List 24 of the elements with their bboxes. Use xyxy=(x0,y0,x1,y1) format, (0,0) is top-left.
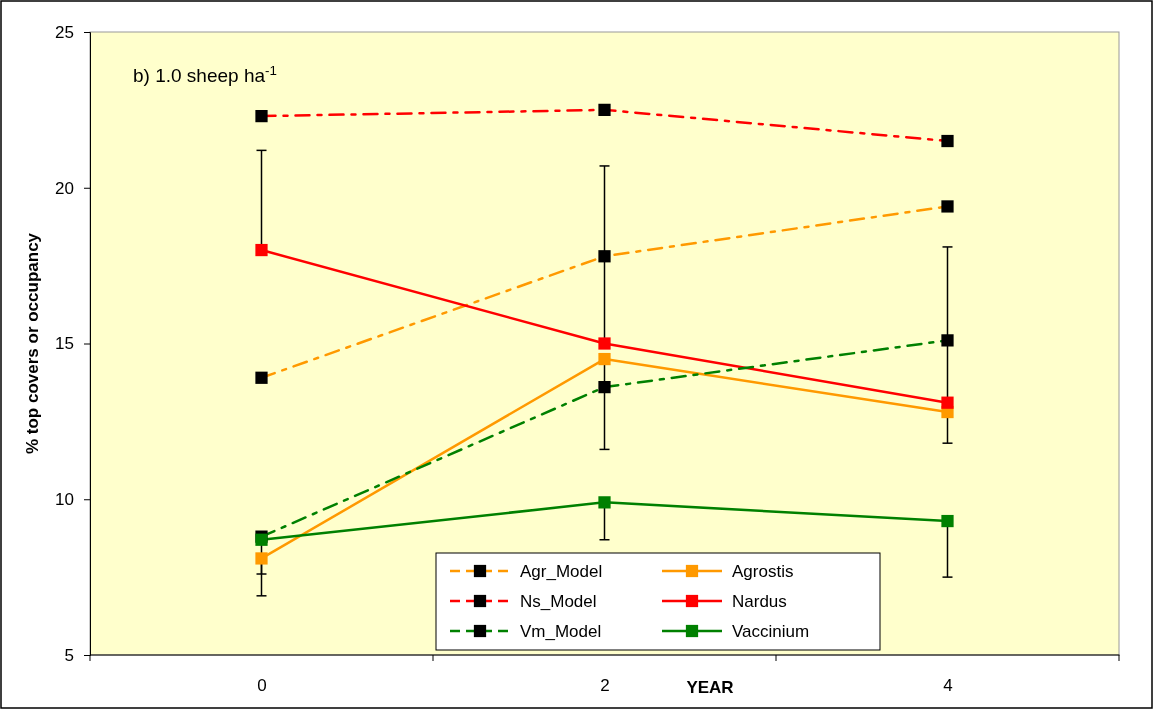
point xyxy=(255,552,268,565)
point xyxy=(598,337,611,350)
x-axis-title: YEAR xyxy=(686,678,734,697)
legend-label: Nardus xyxy=(732,592,787,611)
legend-label: Ns_Model xyxy=(520,592,597,611)
y-axis-title: % top covers or occupancy xyxy=(23,232,42,455)
y-tick-label: 25 xyxy=(55,22,74,42)
x-tick-label: 4 xyxy=(943,676,953,696)
annotation: b) 1.0 sheep ha$^{-1}$ xyxy=(133,62,277,86)
y-tick-label: 20 xyxy=(55,178,74,198)
legend-label: Vaccinium xyxy=(732,622,810,641)
y-tick-label: 10 xyxy=(55,490,74,510)
point xyxy=(255,243,268,257)
legend-label: Agrostis xyxy=(732,562,794,581)
point xyxy=(598,352,611,366)
x-tick-label: 2 xyxy=(600,676,610,696)
point xyxy=(941,514,954,528)
x-tick-label: 0 xyxy=(257,676,267,696)
point xyxy=(941,396,954,409)
legend-label: Vm_Model xyxy=(520,622,602,641)
y-tick-label: 15 xyxy=(55,334,74,354)
legend-label: Agr_Model xyxy=(520,562,603,581)
point xyxy=(598,496,611,509)
y-tick-label: 5 xyxy=(64,645,74,665)
